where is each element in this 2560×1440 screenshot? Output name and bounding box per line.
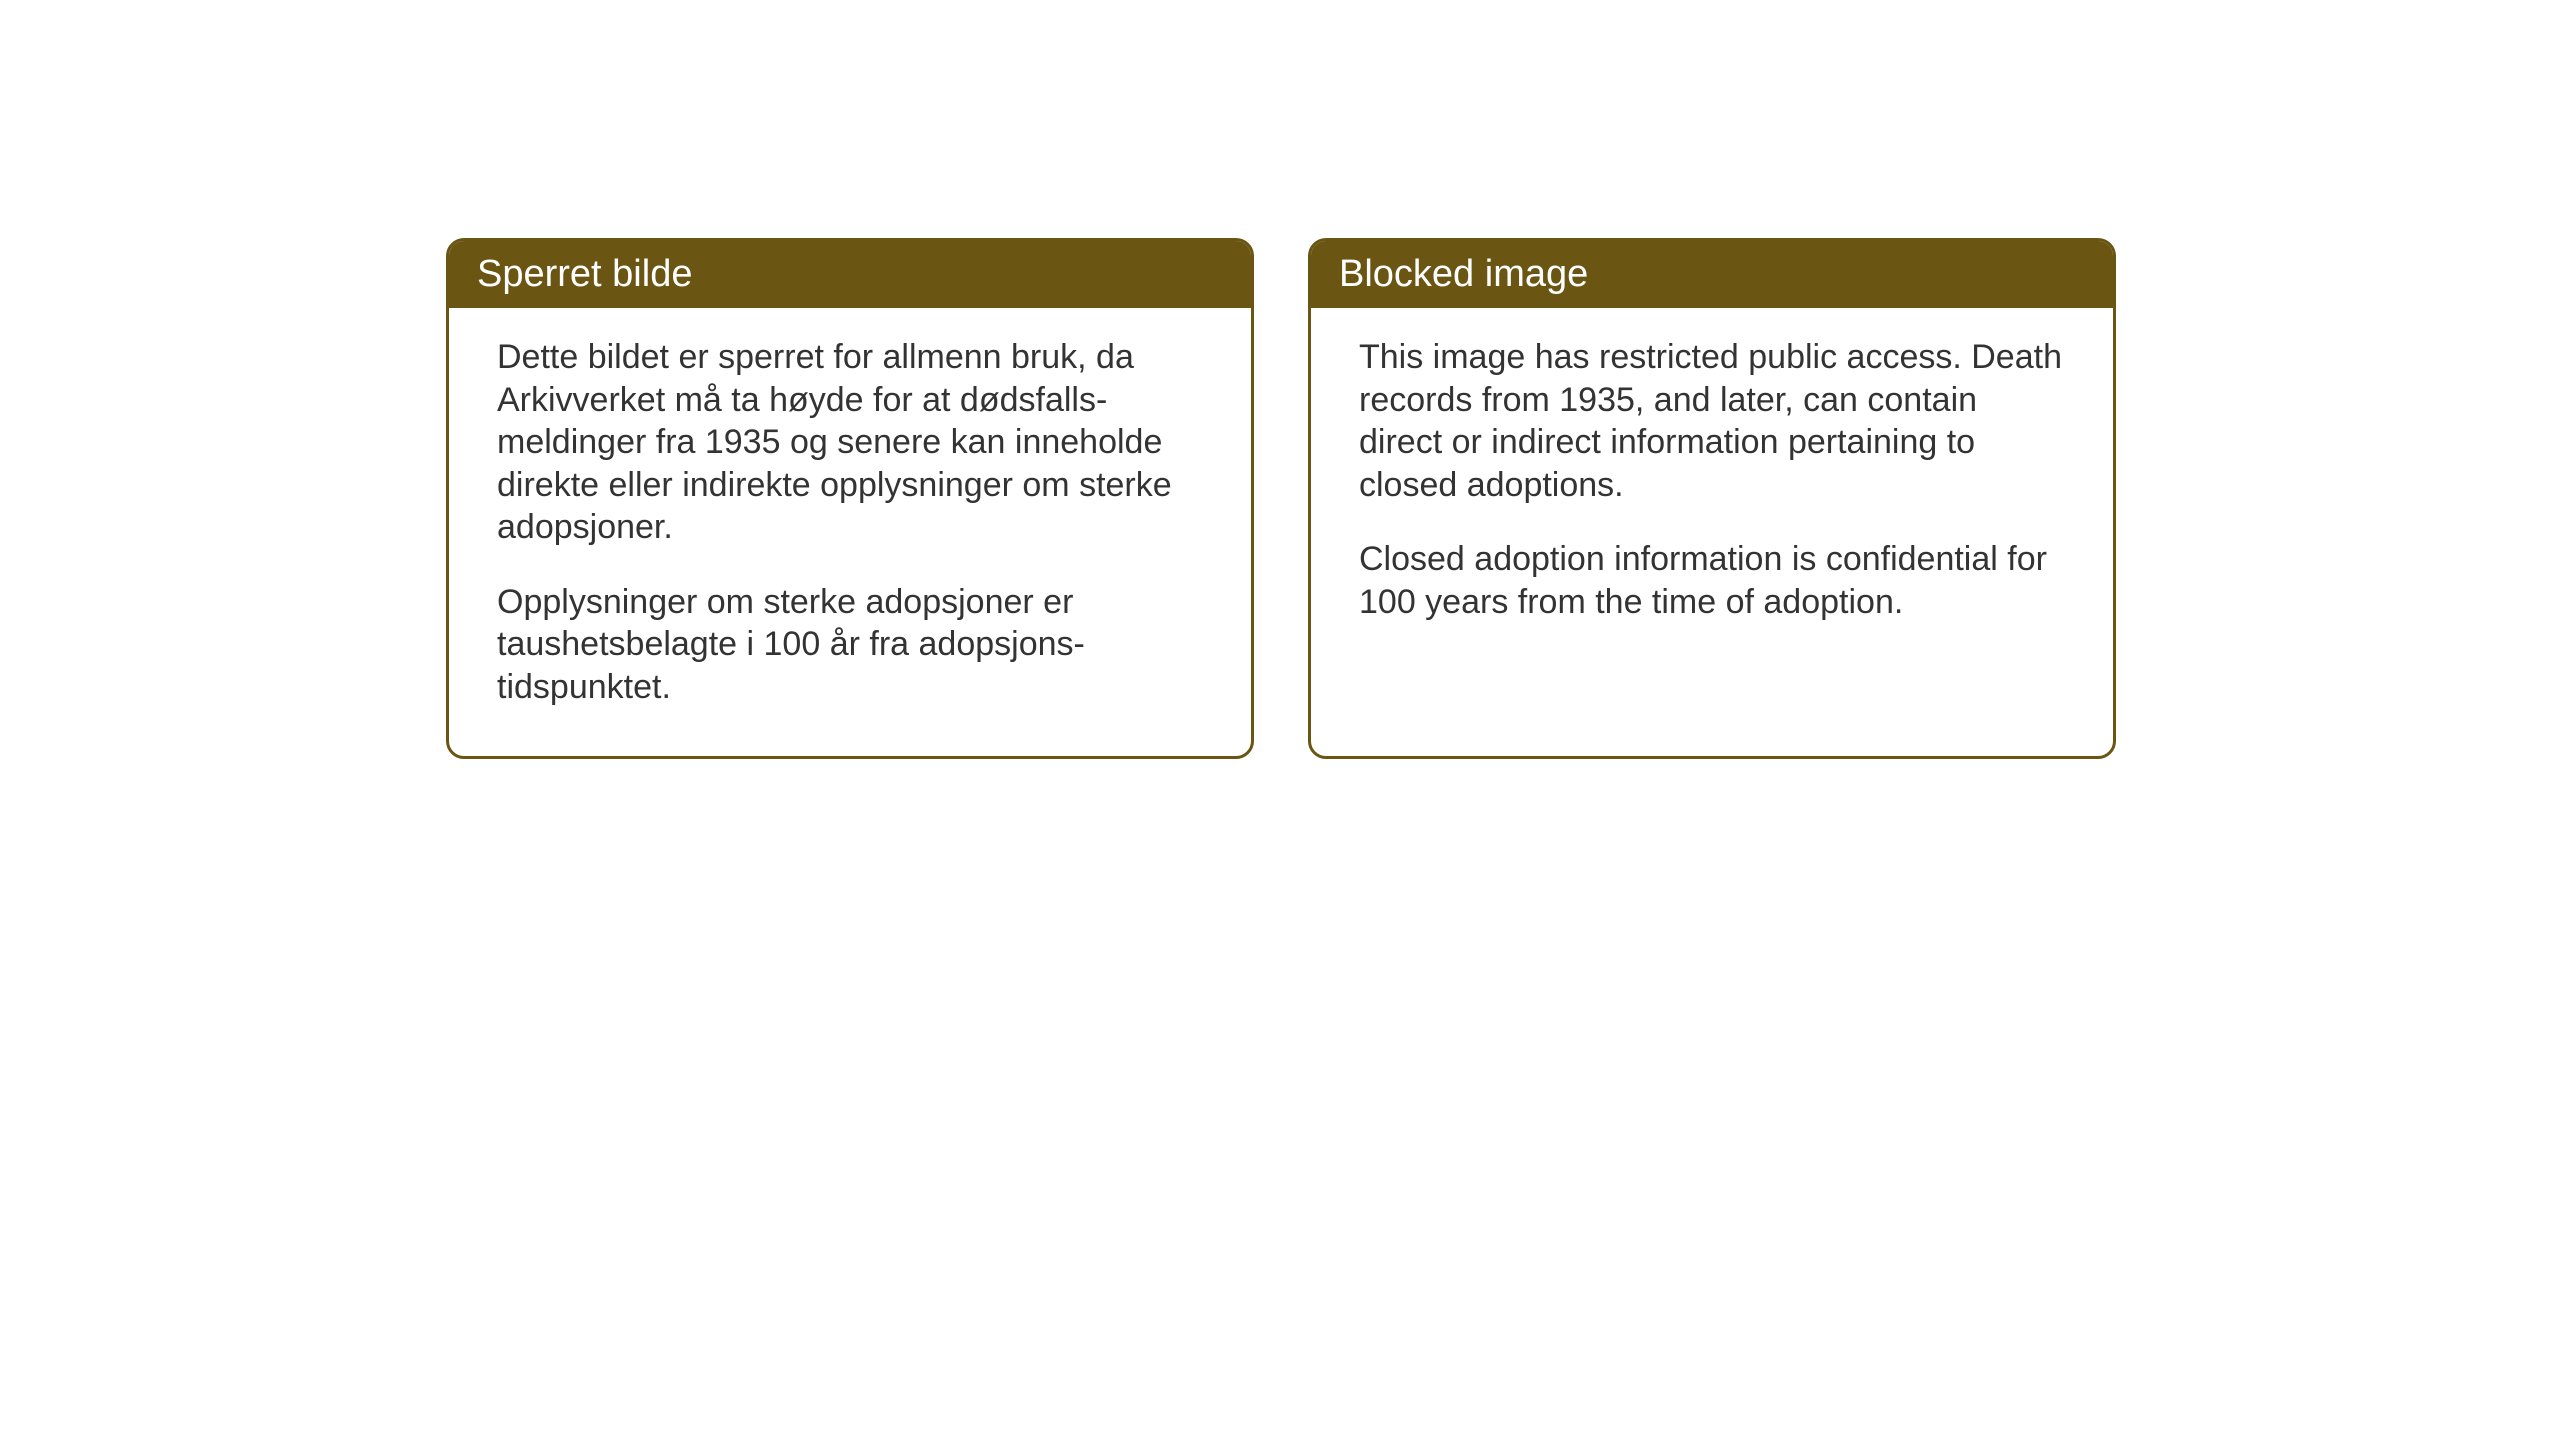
- notice-paragraph-1-english: This image has restricted public access.…: [1359, 336, 2065, 506]
- notice-container: Sperret bilde Dette bildet er sperret fo…: [446, 238, 2116, 759]
- notice-header-norwegian: Sperret bilde: [449, 241, 1251, 308]
- notice-header-english: Blocked image: [1311, 241, 2113, 308]
- notice-body-english: This image has restricted public access.…: [1311, 308, 2113, 671]
- notice-title-norwegian: Sperret bilde: [477, 253, 692, 295]
- notice-box-norwegian: Sperret bilde Dette bildet er sperret fo…: [446, 238, 1254, 759]
- notice-paragraph-2-english: Closed adoption information is confident…: [1359, 538, 2065, 623]
- notice-box-english: Blocked image This image has restricted …: [1308, 238, 2116, 759]
- notice-paragraph-2-norwegian: Opplysninger om sterke adopsjoner er tau…: [497, 581, 1203, 709]
- notice-body-norwegian: Dette bildet er sperret for allmenn bruk…: [449, 308, 1251, 756]
- notice-title-english: Blocked image: [1339, 253, 1588, 295]
- notice-paragraph-1-norwegian: Dette bildet er sperret for allmenn bruk…: [497, 336, 1203, 549]
